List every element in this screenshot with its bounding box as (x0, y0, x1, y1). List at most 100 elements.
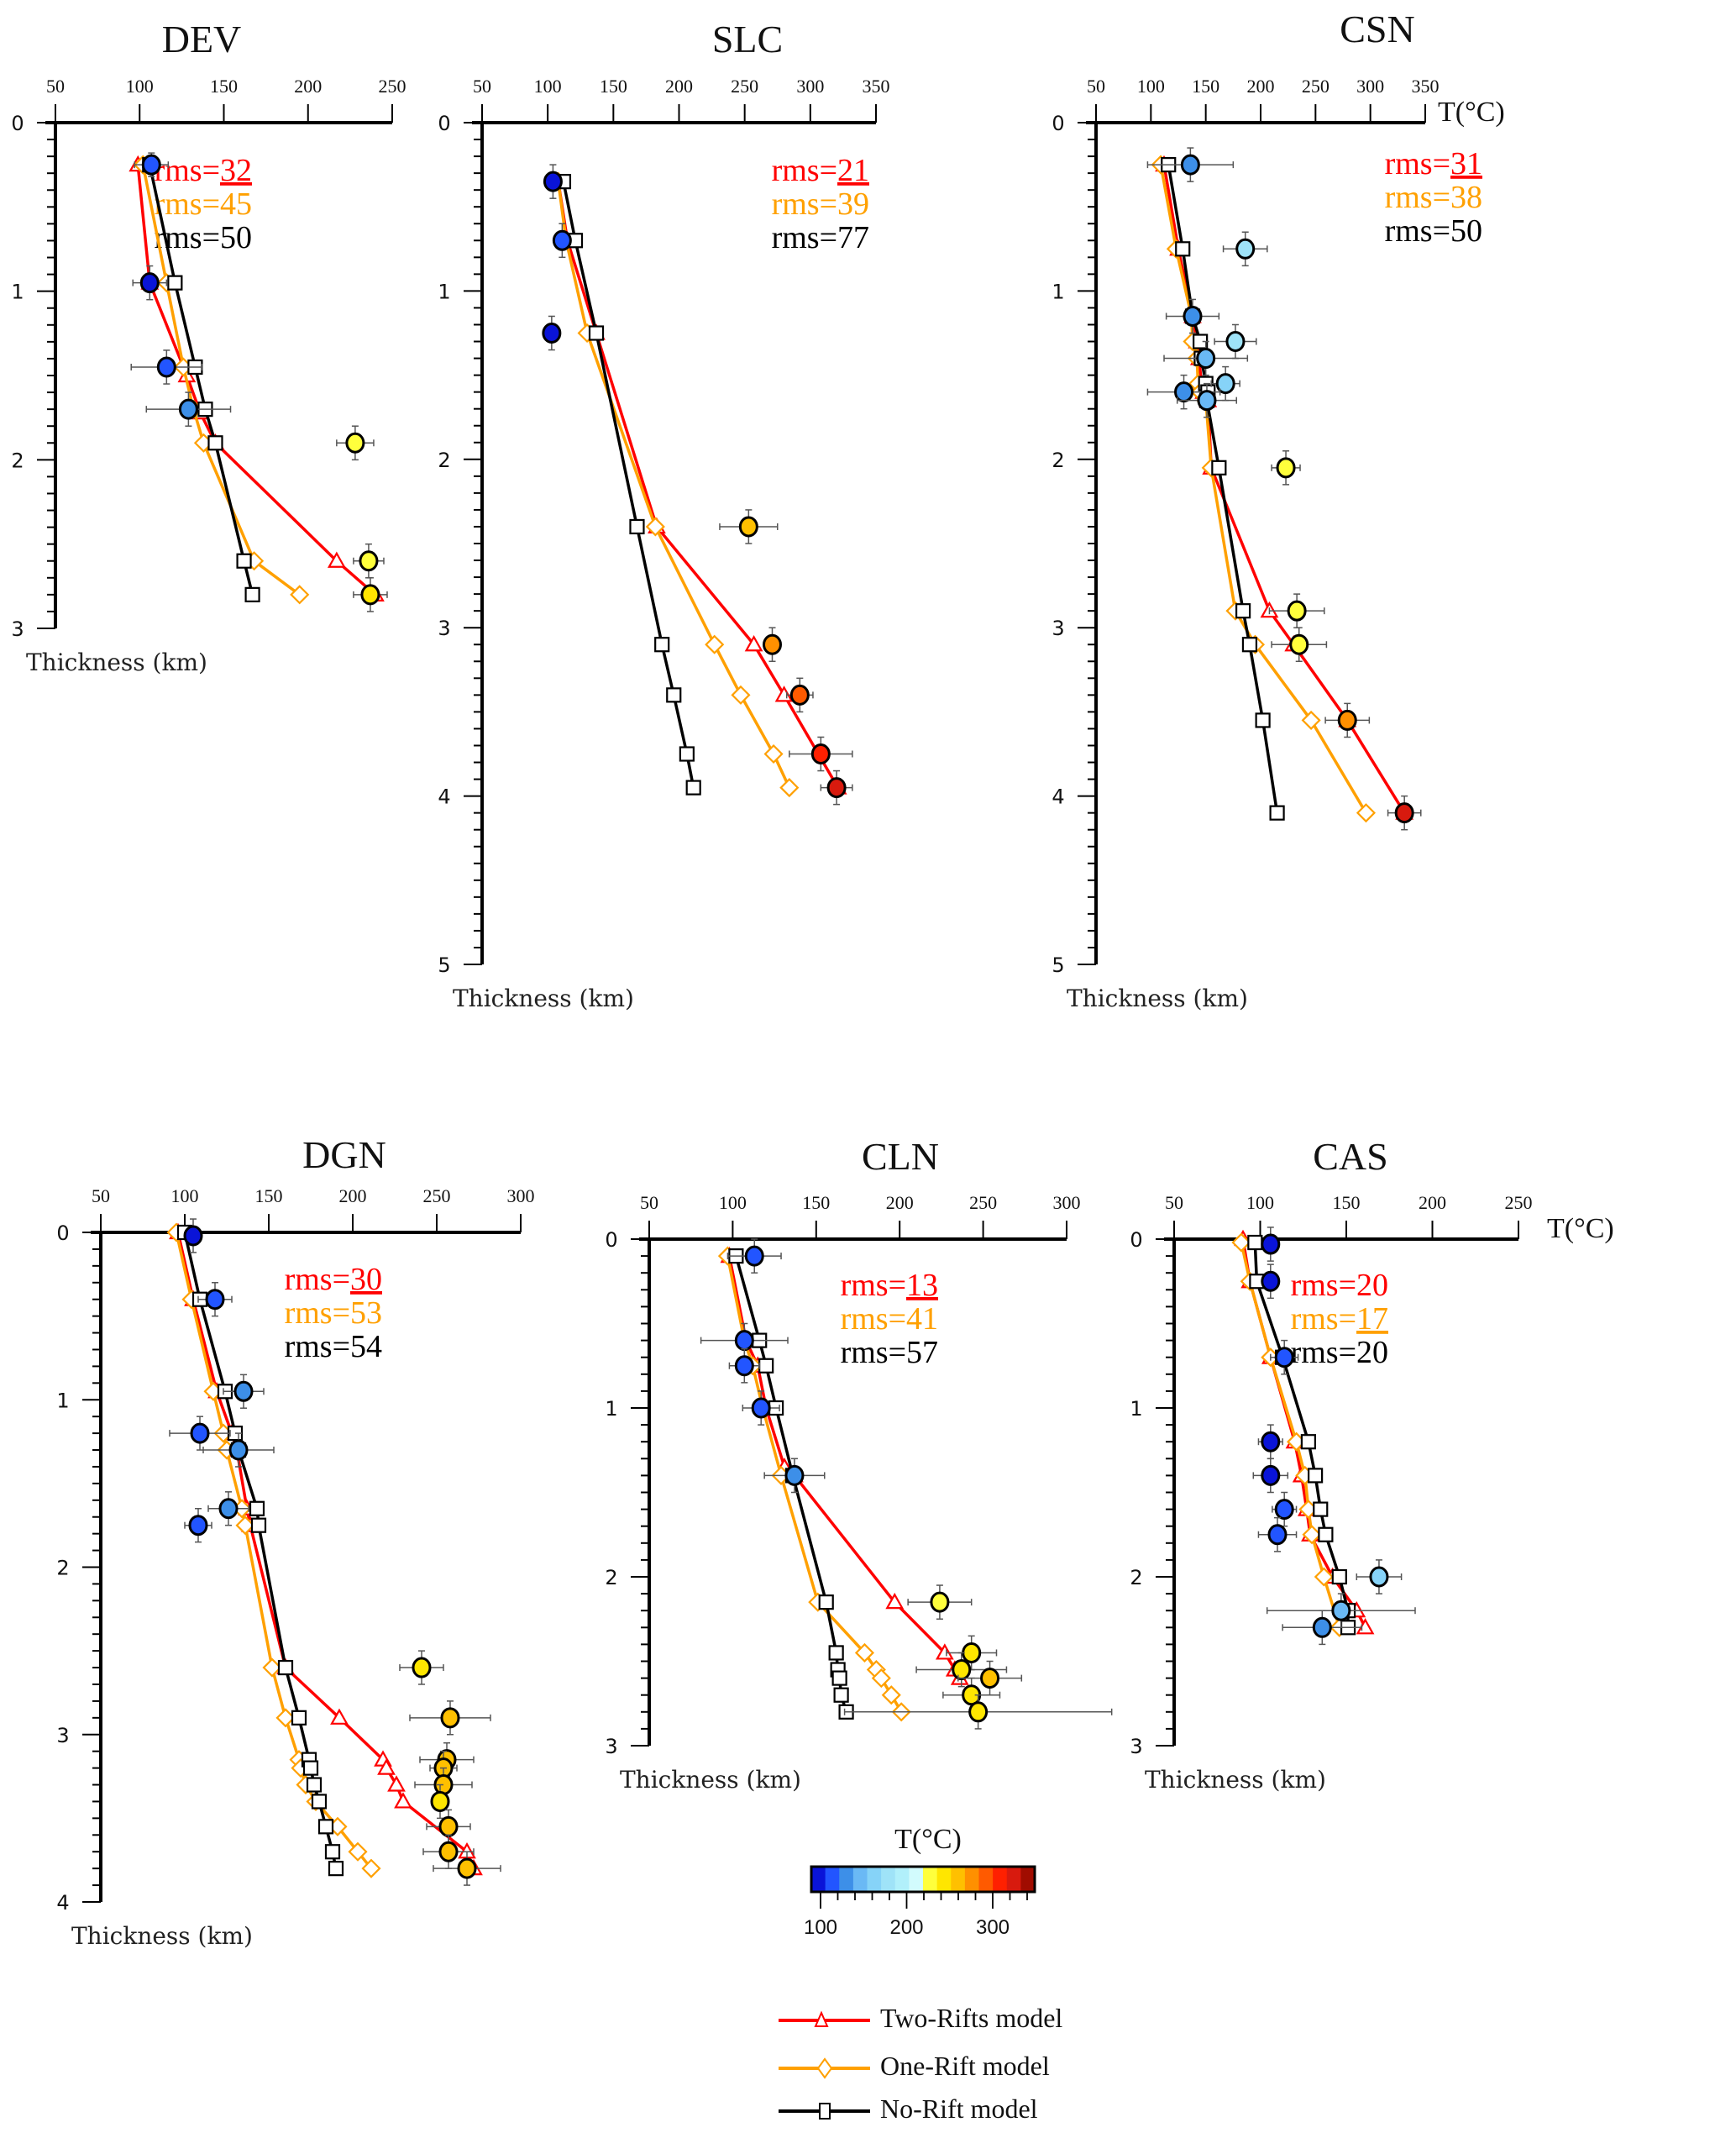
observation-marker (1261, 1431, 1281, 1452)
y-tick-label: 4 (56, 1891, 69, 1915)
observation-point (1272, 1491, 1298, 1527)
square-marker (207, 435, 223, 451)
rms-value: 38 (1450, 180, 1482, 215)
diamond-marker (1302, 1525, 1322, 1545)
square-marker (588, 325, 605, 341)
rms-label: rms=38 (1385, 180, 1482, 215)
colorbar: T(°C) 100 200 300 (804, 1824, 1036, 1939)
square-marker (679, 746, 695, 762)
observation-point (430, 1783, 450, 1820)
observation-point (1222, 231, 1268, 267)
colorbar-title: T(°C) (894, 1824, 962, 1855)
observation-marker (542, 323, 562, 344)
x-tick-label: 300 (507, 1185, 535, 1206)
y-tick-label: 1 (1052, 280, 1064, 303)
observation-point (763, 1458, 826, 1494)
rms-value: 54 (350, 1329, 382, 1364)
observation-point (1271, 627, 1328, 663)
rms-value: 13 (906, 1268, 938, 1303)
legend-label: No-Rift model (880, 2093, 1038, 2124)
rms-label: rms=31 (1385, 146, 1482, 181)
observation-marker (1394, 802, 1414, 824)
square-marker (249, 1500, 265, 1516)
observation-point (353, 577, 388, 612)
observation-marker (762, 633, 782, 655)
legend-label: One-Rift model (880, 2051, 1050, 2081)
colorbar-frame (810, 1865, 1036, 1894)
observation-marker (1274, 1499, 1294, 1521)
x-tick-label: 300 (1053, 1192, 1081, 1213)
rms-value: 57 (906, 1335, 938, 1370)
diamond-marker (1301, 710, 1321, 730)
rms-prefix: rms= (155, 186, 220, 222)
observations (700, 1238, 1113, 1730)
colorbar-bin (852, 1867, 868, 1892)
observation-marker (1183, 305, 1203, 327)
observations (169, 1218, 501, 1886)
rms-value: 50 (1450, 213, 1482, 249)
y-tick-label: 4 (1052, 785, 1064, 809)
observation-marker (1225, 331, 1246, 353)
rms-value: 53 (350, 1295, 382, 1331)
observations (130, 152, 388, 612)
square-marker (291, 1710, 307, 1726)
observation-point (426, 1809, 471, 1845)
observation-marker (1337, 709, 1357, 731)
square-marker (819, 2103, 831, 2120)
observation-point (1387, 795, 1422, 831)
observation-marker (552, 229, 572, 251)
rms-value: 20 (1356, 1335, 1388, 1370)
observation-marker (205, 1289, 225, 1311)
rms-prefix: rms= (772, 220, 837, 255)
observation-marker (784, 1464, 805, 1486)
legend-item-one-rift: One-Rift model (779, 2051, 1050, 2081)
observation-point (719, 509, 779, 544)
x-tick-label: 300 (796, 76, 824, 97)
colorbar-bin (1020, 1867, 1036, 1892)
colorbar-bin (923, 1867, 938, 1892)
triangle-marker (394, 1792, 412, 1809)
panel-title: CSN (1340, 8, 1414, 50)
triangle-marker (377, 1758, 396, 1775)
x-tick-label: 50 (92, 1185, 110, 1206)
observation-point (1210, 365, 1240, 402)
square-marker (302, 1760, 319, 1776)
observation-point (132, 265, 168, 301)
x-tick-label: 250 (423, 1185, 451, 1206)
observation-marker (438, 1815, 459, 1837)
y-tick-label: 1 (56, 1389, 69, 1412)
rms-label: rms=30 (285, 1262, 382, 1297)
observation-marker (962, 1642, 982, 1663)
rms-prefix: rms= (841, 1301, 906, 1337)
y-tick-label: 0 (56, 1221, 69, 1245)
x-tick-label: 250 (379, 76, 406, 97)
observation-point (542, 315, 562, 351)
observation-point (700, 1322, 789, 1358)
square-marker (1331, 1568, 1347, 1585)
rms-label: rms=17 (1291, 1301, 1388, 1337)
rms-value: 30 (350, 1262, 382, 1297)
observation-point (1266, 1593, 1416, 1629)
observation-marker (1289, 633, 1309, 655)
observation-marker (1267, 1524, 1288, 1546)
diamond-marker (854, 1642, 875, 1663)
colorbar-bin (964, 1867, 979, 1892)
observation-marker (430, 1790, 450, 1812)
rms-prefix: rms= (285, 1329, 350, 1364)
rms-value: 32 (220, 153, 252, 188)
rms-prefix: rms= (1291, 1268, 1356, 1303)
rms-prefix: rms= (772, 186, 837, 222)
observation-marker (141, 154, 161, 176)
observation-point (399, 1650, 444, 1685)
square-marker (250, 1517, 267, 1533)
square-marker (1247, 1234, 1263, 1251)
observation-point (543, 164, 563, 199)
observation-point (820, 770, 853, 806)
observation-marker (218, 1498, 239, 1520)
rms-label: rms=53 (285, 1295, 382, 1331)
observation-marker (188, 1515, 208, 1537)
triangle-marker (387, 1775, 406, 1792)
